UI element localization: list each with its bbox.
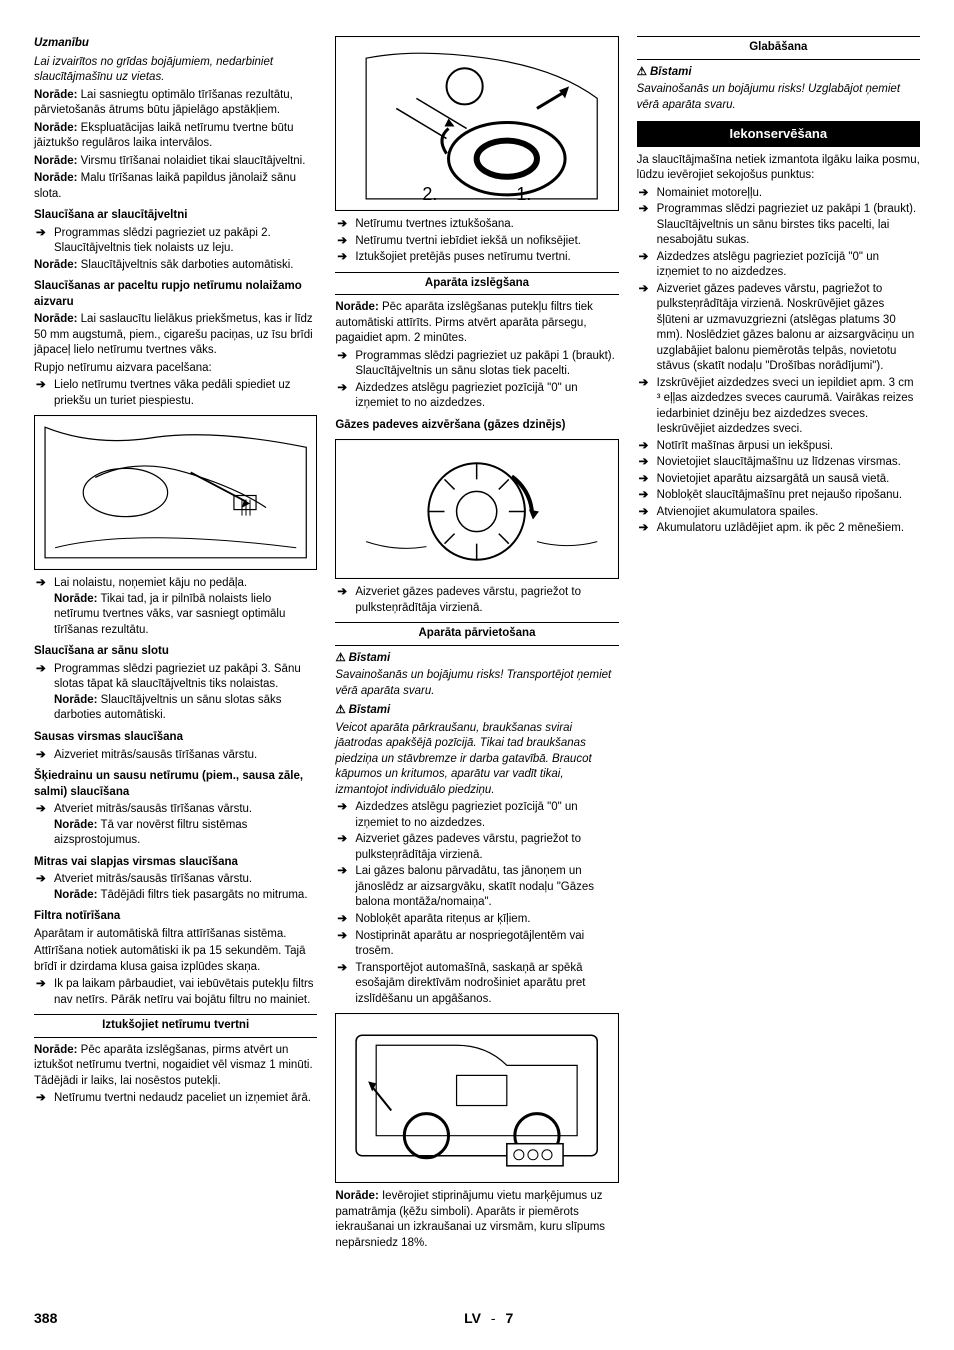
bullet: Atveriet mitrās/sausās tīrīšanas vārstu.… <box>34 802 317 849</box>
bullet: Izskrūvējiet aizdedzes sveci un iepildie… <box>637 376 920 438</box>
text: Attīrīšana notiek automātiski ik pa 15 s… <box>34 944 317 975</box>
page-number-left: 388 <box>34 1309 57 1328</box>
note: Norāde: Lai saslaucītu lielākus priekšme… <box>34 312 317 359</box>
bullet: Atvienojiet akumulatora spailes. <box>637 505 920 521</box>
bullet: Ik pa laikam pārbaudiet, vai iebūvētais … <box>34 977 317 1008</box>
bullet: Notīrīt mašīnas ārpusi un iekšpusi. <box>637 439 920 455</box>
bullet: Nobloķēt slaucītājmašīnu pret nejaušo ri… <box>637 488 920 504</box>
subheading: Gāzes padeves aizvēršana (gāzes dzinējs) <box>335 418 618 434</box>
bullet: Aizdedzes atslēgu pagrieziet pozīcijā "0… <box>637 250 920 281</box>
subheading: Šķiedrainu un sausu netīrumu (piem., sau… <box>34 769 317 800</box>
bullet: Novietojiet aparātu aizsargātā un sausā … <box>637 472 920 488</box>
note: Norāde: Malu tīrīšanas laikā papildus jā… <box>34 171 317 202</box>
danger-body: Savainošanās un bojājumu risks! Uzglabāj… <box>637 82 920 113</box>
bullet: Aizveriet gāzes padeves vārstu, pagriežo… <box>335 585 618 616</box>
figure-transport-secure <box>335 1013 618 1183</box>
attention-body: Lai izvairītos no grīdas bojājumiem, ned… <box>34 55 317 86</box>
bullet: Transportējot automašīnā, saskaņā ar spē… <box>335 961 618 1008</box>
danger-body: Veicot aparāta pārkraušanu, braukšanas s… <box>335 721 618 799</box>
figure-label-1: 1. <box>516 182 531 206</box>
bullet: Nobloķēt aparāta riteņus ar ķīļiem. <box>335 912 618 928</box>
subheading: Slaucīšana ar sānu slotu <box>34 644 317 660</box>
figure-pedal <box>34 415 317 570</box>
bullet: Programmas slēdzi pagrieziet uz pakāpi 3… <box>34 662 317 724</box>
danger-body: Savainošanās un bojājumu risks! Transpor… <box>335 668 618 699</box>
bullet: Atveriet mitrās/sausās tīrīšanas vārstu.… <box>34 872 317 903</box>
subheading: Filtra notīrīšana <box>34 909 317 925</box>
section-heading: Aparāta pārvietošana <box>335 622 618 646</box>
bullet: Iztukšojiet pretējās puses netīrumu tver… <box>335 250 618 266</box>
subheading: Sausas virsmas slaucīšana <box>34 730 317 746</box>
bullet: Akumulatoru uzlādējiet apm. ik pēc 2 mēn… <box>637 521 920 537</box>
bullet: Programmas slēdzi pagrieziet uz pakāpi 1… <box>335 349 618 380</box>
bullet: Nomainiet motoreļļu. <box>637 186 920 202</box>
attention-heading: Uzmanību <box>34 36 317 52</box>
bullet: Aizdedzes atslēgu pagrieziet pozīcijā "0… <box>335 800 618 831</box>
subheading: Slaucīšanas ar paceltu rupjo netīrumu no… <box>34 279 317 310</box>
bullet: Novietojiet slaucītājmašīnu uz līdzenas … <box>637 455 920 471</box>
bullet: Aizdedzes atslēgu pagrieziet pozīcijā "0… <box>335 381 618 412</box>
note: Norāde: Ekspluatācijas laikā netīrumu tv… <box>34 121 317 152</box>
note: Norāde: Slaucītājveltnis sāk darboties a… <box>34 258 317 274</box>
bullet: Aizveriet mitrās/sausās tīrīšanas vārstu… <box>34 748 317 764</box>
note: Norāde: Ievērojiet stiprinājumu vietu ma… <box>335 1189 618 1251</box>
figure-label-2: 2. <box>422 182 437 206</box>
subheading: Mitras vai slapjas virsmas slaucīšana <box>34 855 317 871</box>
danger-heading: Bīstami <box>335 703 618 719</box>
figure-waste-container: 2. 1. <box>335 36 618 211</box>
bullet: Lai gāzes balonu pārvadātu, tas jānoņem … <box>335 864 618 911</box>
section-heading: Aparāta izslēgšana <box>335 272 618 296</box>
bullet: Programmas slēdzi pagrieziet uz pakāpi 1… <box>637 202 920 249</box>
note: Norāde: Pēc aparāta izslēgšanas, pirms a… <box>34 1043 317 1090</box>
text: Aparātam ir automātiskā filtra attīrīšan… <box>34 927 317 943</box>
bullet: Netīrumu tvertni iebīdiet iekšā un nofik… <box>335 234 618 250</box>
figure-gas-valve <box>335 439 618 579</box>
page-number-center: LV - 7 <box>464 1309 513 1328</box>
bullet: Netīrumu tvertni nedaudz paceliet un izņ… <box>34 1091 317 1107</box>
danger-heading: Bīstami <box>637 65 920 81</box>
bullet: Nostiprināt aparātu ar nospriegotājlentē… <box>335 929 618 960</box>
main-section-title: Iekonservēšana <box>637 121 920 147</box>
bullet: Netīrumu tvertnes iztukšošana. <box>335 217 618 233</box>
text: Ja slaucītājmašīna netiek izmantota ilgā… <box>637 153 920 184</box>
text: Rupjo netīrumu aizvara pacelšana: <box>34 361 317 377</box>
subheading: Slaucīšana ar slaucītājveltni <box>34 208 317 224</box>
bullet: Aizveriet gāzes padeves vārstu, pagriežo… <box>335 832 618 863</box>
note: Norāde: Lai sasniegtu optimālo tīrīšanas… <box>34 88 317 119</box>
bullet: Lielo netīrumu tvertnes vāka pedāli spie… <box>34 378 317 409</box>
note: Norāde: Virsmu tīrīšanai nolaidiet tikai… <box>34 154 317 170</box>
page-footer: 388 LV - 7 <box>34 1309 920 1328</box>
bullet: Lai nolaistu, noņemiet kāju no pedāļa. N… <box>34 576 317 638</box>
bullet: Aizveriet gāzes padeves vārstu, pagriežo… <box>637 282 920 375</box>
section-heading: Glabāšana <box>637 36 920 60</box>
danger-heading: Bīstami <box>335 651 618 667</box>
bullet: Programmas slēdzi pagrieziet uz pakāpi 2… <box>34 226 317 257</box>
section-heading: Iztukšojiet netīrumu tvertni <box>34 1014 317 1038</box>
note: Norāde: Pēc aparāta izslēgšanas putekļu … <box>335 300 618 347</box>
